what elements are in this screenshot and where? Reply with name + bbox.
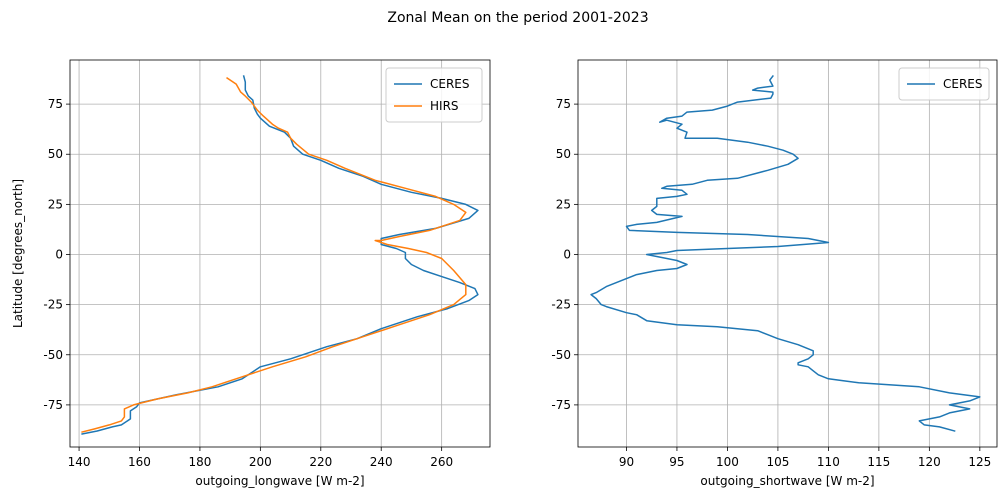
- series-line-hirs: [81, 76, 467, 433]
- x-tick-label: 95: [669, 455, 684, 469]
- y-tick-label: -50: [43, 348, 63, 362]
- y-tick-label: 0: [55, 248, 63, 262]
- x-tick-label: 240: [370, 455, 393, 469]
- x-tick-label: 125: [968, 455, 991, 469]
- x-tick-label: 260: [430, 455, 453, 469]
- y-tick-label: -75: [551, 398, 571, 412]
- series-line-ceres: [81, 75, 479, 435]
- y-tick-label: 75: [48, 97, 63, 111]
- x-tick-label: 115: [867, 455, 890, 469]
- legend-box: [898, 67, 990, 101]
- x-tick-label: 140: [68, 455, 91, 469]
- axes-frame: [69, 59, 491, 448]
- x-tick-label: 180: [188, 455, 211, 469]
- x-tick-label: 160: [128, 455, 151, 469]
- y-tick-label: 50: [48, 147, 63, 161]
- x-tick-label: 90: [619, 455, 634, 469]
- y-tick-label: -25: [551, 298, 571, 312]
- y-tick-label: -25: [43, 298, 63, 312]
- y-tick-label: 25: [48, 197, 63, 211]
- y-tick-label: 75: [556, 97, 571, 111]
- x-tick-label: 220: [309, 455, 332, 469]
- y-tick-label: 25: [556, 197, 571, 211]
- axes-frame: [577, 59, 998, 448]
- x-tick-label: 100: [716, 455, 739, 469]
- x-tick-label: 105: [766, 455, 789, 469]
- figure-title: Zonal Mean on the period 2001-2023: [387, 10, 648, 26]
- y-tick-label: 50: [556, 147, 571, 161]
- x-tick-label: 200: [249, 455, 272, 469]
- y-tick-label: -75: [43, 398, 63, 412]
- legend-label-ceres: CERES: [430, 77, 470, 91]
- longwave-plot: 140 160 180 200 220 240 260 75 50 25 0 -25 -50 -75 out…: [11, 59, 491, 488]
- y-tick-label: 0: [563, 248, 571, 262]
- x-tick-label: 110: [817, 455, 840, 469]
- y-tick-label: -50: [551, 348, 571, 362]
- shortwave-plot: 90 95 100 105 110 115 120 125 75 50 25 0 -25 -50 -75 ou…: [551, 59, 998, 488]
- x-tick-label: 120: [918, 455, 941, 469]
- legend-box: [385, 67, 483, 123]
- x-axis-label: outgoing_longwave [W m-2]: [195, 474, 364, 488]
- series-line-ceres: [590, 74, 981, 432]
- legend-label-ceres: CERES: [943, 77, 983, 91]
- x-axis-label: outgoing_shortwave [W m-2]: [700, 474, 874, 488]
- y-axis-label: Latitude [degrees_north]: [11, 179, 25, 328]
- legend-label-hirs: HIRS: [430, 99, 459, 113]
